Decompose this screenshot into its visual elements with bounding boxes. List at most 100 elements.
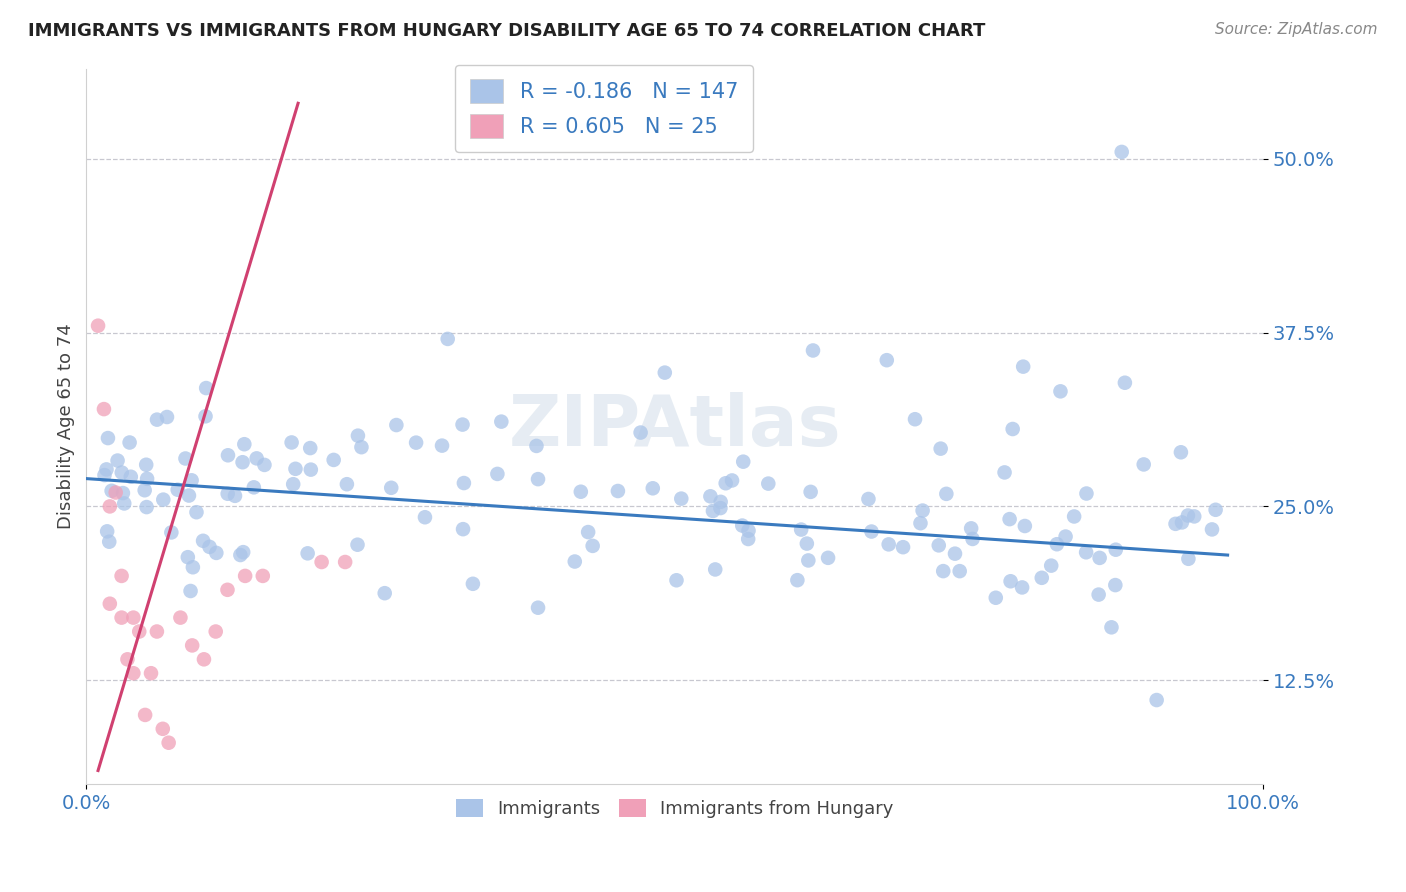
Text: ZIPAtlas: ZIPAtlas xyxy=(509,392,841,461)
Point xyxy=(205,546,228,560)
Point xyxy=(709,501,731,516)
Point xyxy=(98,500,121,514)
Point xyxy=(1049,384,1071,399)
Point xyxy=(380,481,402,495)
Point xyxy=(311,555,333,569)
Point xyxy=(232,545,254,559)
Point xyxy=(911,503,934,517)
Point xyxy=(1046,537,1069,551)
Point xyxy=(796,536,818,550)
Point xyxy=(526,439,548,453)
Point xyxy=(453,476,475,491)
Point xyxy=(347,428,370,442)
Point xyxy=(299,462,322,476)
Point xyxy=(156,409,179,424)
Point xyxy=(731,518,754,533)
Point xyxy=(336,477,359,491)
Point xyxy=(233,437,256,451)
Point xyxy=(654,366,676,380)
Point xyxy=(1171,516,1194,530)
Point xyxy=(451,417,474,432)
Point xyxy=(704,562,727,576)
Point xyxy=(710,495,733,509)
Point xyxy=(111,466,134,480)
Point xyxy=(641,481,664,495)
Point xyxy=(104,485,127,500)
Point xyxy=(413,510,436,524)
Point xyxy=(960,521,983,535)
Point xyxy=(333,555,356,569)
Point xyxy=(139,666,162,681)
Point xyxy=(756,476,779,491)
Point xyxy=(702,504,724,518)
Point xyxy=(152,492,174,507)
Point xyxy=(177,489,200,503)
Point xyxy=(998,512,1021,526)
Point xyxy=(1063,509,1085,524)
Point xyxy=(1201,523,1223,537)
Point xyxy=(929,442,952,456)
Point xyxy=(87,318,110,333)
Point xyxy=(136,472,159,486)
Point xyxy=(253,458,276,472)
Point xyxy=(733,455,755,469)
Point xyxy=(93,468,115,483)
Point xyxy=(891,540,914,554)
Point xyxy=(134,707,156,722)
Point xyxy=(737,532,759,546)
Point xyxy=(582,539,605,553)
Point xyxy=(97,431,120,445)
Point xyxy=(1076,486,1098,500)
Point xyxy=(350,440,373,454)
Point xyxy=(146,624,169,639)
Point xyxy=(180,584,202,599)
Point xyxy=(949,564,972,578)
Point xyxy=(385,418,408,433)
Point xyxy=(1087,588,1109,602)
Point xyxy=(174,451,197,466)
Point xyxy=(191,533,214,548)
Point xyxy=(1011,581,1033,595)
Point xyxy=(606,483,628,498)
Point xyxy=(1105,542,1128,557)
Point xyxy=(146,412,169,426)
Point xyxy=(181,639,204,653)
Point xyxy=(157,736,180,750)
Point xyxy=(797,553,820,567)
Point xyxy=(177,550,200,565)
Point xyxy=(232,455,254,469)
Point xyxy=(180,473,202,487)
Point xyxy=(665,574,688,588)
Point xyxy=(160,525,183,540)
Point xyxy=(135,458,157,472)
Point xyxy=(186,505,208,519)
Point xyxy=(858,491,880,506)
Point xyxy=(98,534,121,549)
Point xyxy=(436,332,458,346)
Point xyxy=(564,555,586,569)
Point xyxy=(1205,503,1227,517)
Point xyxy=(1014,519,1036,533)
Point xyxy=(297,546,319,560)
Point xyxy=(1104,578,1126,592)
Point xyxy=(1054,530,1077,544)
Point xyxy=(96,524,118,539)
Point xyxy=(122,666,145,681)
Point xyxy=(491,415,513,429)
Text: Source: ZipAtlas.com: Source: ZipAtlas.com xyxy=(1215,22,1378,37)
Point xyxy=(1114,376,1136,390)
Point xyxy=(1132,458,1154,472)
Point xyxy=(117,652,139,666)
Point xyxy=(928,538,950,552)
Point xyxy=(181,560,204,574)
Point xyxy=(630,425,652,440)
Point xyxy=(93,402,115,417)
Point xyxy=(1111,145,1133,159)
Point xyxy=(110,569,132,583)
Point xyxy=(1146,693,1168,707)
Point xyxy=(100,483,122,498)
Point xyxy=(877,537,900,551)
Point xyxy=(486,467,509,481)
Point xyxy=(699,489,721,503)
Point xyxy=(98,597,121,611)
